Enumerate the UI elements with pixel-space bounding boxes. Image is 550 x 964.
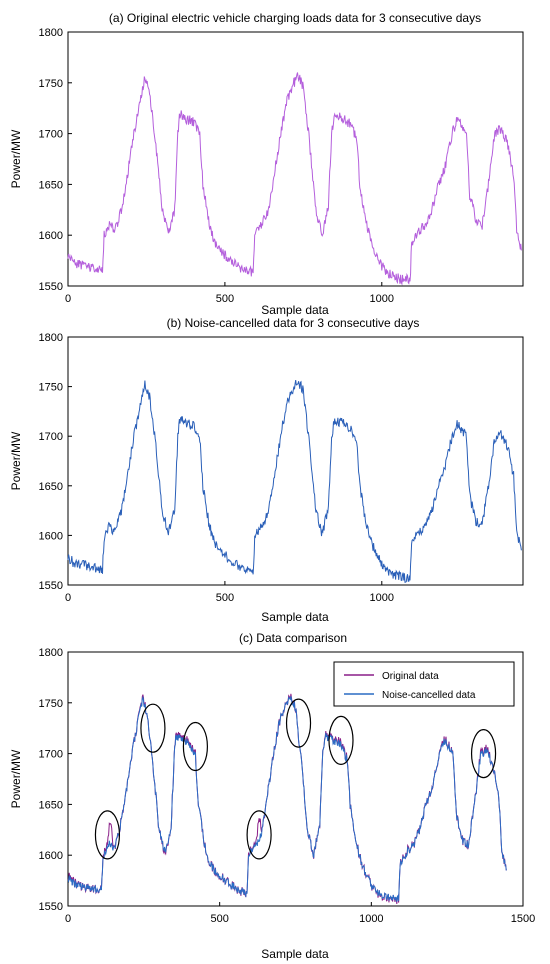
- x-axis-label: Sample data: [261, 303, 329, 317]
- chart-title: (c) Data comparison: [239, 631, 347, 645]
- x-axis-label: Sample data: [261, 610, 329, 624]
- y-tick-label: 1650: [39, 799, 63, 811]
- y-axis-label: Power/MW: [9, 129, 23, 188]
- series-layer: [67, 72, 522, 286]
- x-tick-label: 1000: [370, 293, 394, 305]
- y-tick-label: 1750: [39, 698, 63, 710]
- annotation-circle: [94, 810, 121, 860]
- x-tick-label: 500: [216, 592, 234, 604]
- y-tick-label: 1600: [39, 530, 63, 542]
- series-line-0: [67, 72, 522, 286]
- x-tick-label: 1500: [511, 913, 535, 925]
- x-tick-label: 1000: [359, 913, 383, 925]
- y-axis-label: Power/MW: [9, 749, 23, 808]
- tick-layer: 0 500 1000 1500 1550 1600 1650 1700 1750 1800: [39, 647, 536, 925]
- series-line-1: [67, 695, 507, 903]
- legend: Original data Noise-cancelled data: [333, 661, 515, 707]
- plot-frame: [67, 31, 524, 287]
- x-tick-label: 500: [216, 293, 234, 305]
- y-tick-label: 1800: [39, 332, 63, 344]
- y-axis-label: Power/MW: [9, 431, 23, 490]
- annotation-layer: [94, 698, 497, 860]
- annotation-circle: [328, 715, 354, 765]
- series-layer: [67, 380, 522, 583]
- x-tick-label: 500: [210, 913, 228, 925]
- annotation-circle: [470, 728, 497, 779]
- y-tick-label: 1600: [39, 850, 63, 862]
- x-tick-label: 0: [65, 913, 71, 925]
- chart-title: (b) Noise-cancelled data for 3 consecuti…: [167, 316, 420, 330]
- y-tick-label: 1650: [39, 481, 63, 493]
- y-tick-label: 1550: [39, 580, 63, 592]
- chart-panel-c: (c) Data comparison 0 500 1000 1500 1550 1600…: [9, 631, 535, 961]
- y-tick-label: 1750: [39, 382, 63, 394]
- y-tick-label: 1800: [39, 647, 63, 659]
- series-layer: [67, 693, 507, 904]
- plot-frame: [67, 336, 524, 586]
- tick-layer: 0 500 1000 1550 1600 1650 1700 1750 1800: [39, 332, 395, 604]
- y-tick-label: 1550: [39, 281, 63, 293]
- annotation-circle: [285, 698, 312, 748]
- y-tick-label: 1700: [39, 431, 63, 443]
- series-line-0: [67, 380, 522, 583]
- legend-label-original: Original data: [382, 671, 439, 682]
- legend-label-noise-cancelled: Noise-cancelled data: [382, 690, 476, 701]
- chart-panel-b: (b) Noise-cancelled data for 3 consecuti…: [9, 316, 524, 624]
- y-tick-label: 1800: [39, 27, 63, 39]
- chart-title: (a) Original electric vehicle charging l…: [109, 11, 481, 25]
- y-tick-label: 1600: [39, 230, 63, 242]
- y-tick-label: 1650: [39, 179, 63, 191]
- x-tick-label: 1000: [370, 592, 394, 604]
- tick-layer: 0 500 1000 1550 1600 1650 1700 1750 1800: [39, 27, 395, 305]
- annotation-circle: [246, 810, 272, 860]
- y-tick-label: 1750: [39, 78, 63, 90]
- annotation-circle: [140, 703, 166, 753]
- x-tick-label: 0: [65, 293, 71, 305]
- y-tick-label: 1550: [39, 901, 63, 913]
- annotation-circle: [182, 721, 208, 772]
- legend-box: [333, 661, 515, 707]
- plot-frame: [67, 651, 524, 907]
- y-tick-label: 1700: [39, 129, 63, 141]
- x-axis-label: Sample data: [261, 947, 329, 961]
- y-tick-label: 1700: [39, 749, 63, 761]
- chart-panel-a: (a) Original electric vehicle charging l…: [9, 11, 524, 317]
- x-tick-label: 0: [65, 592, 71, 604]
